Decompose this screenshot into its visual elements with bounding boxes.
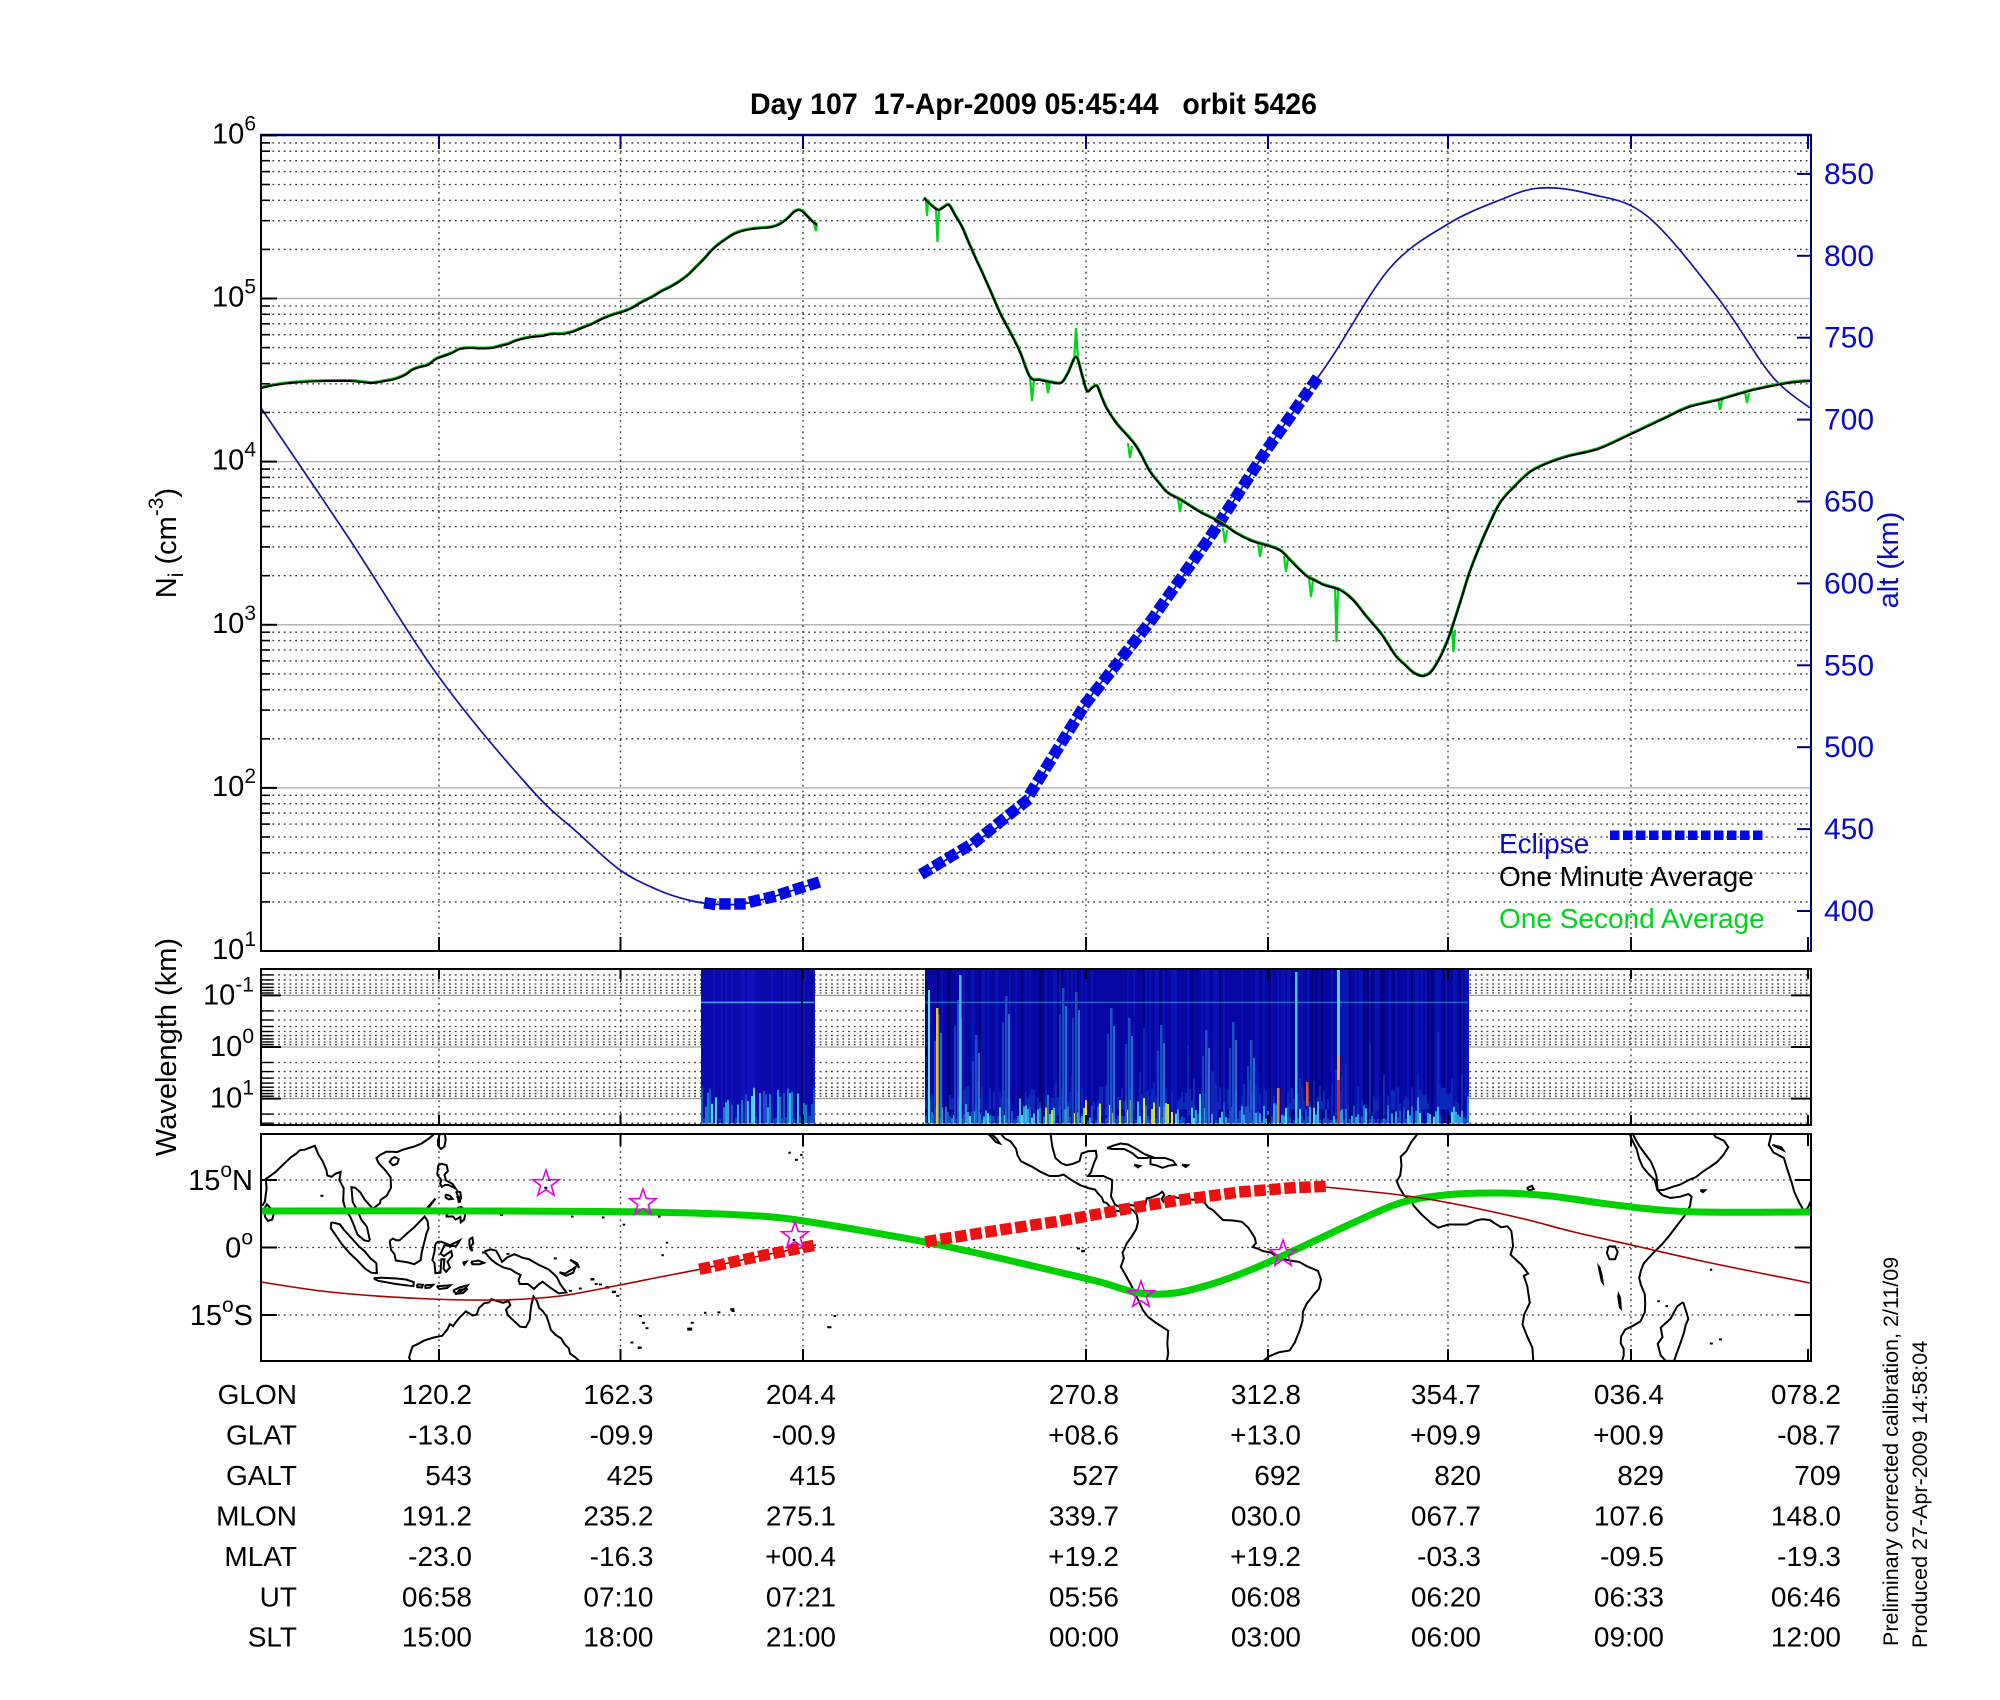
svg-text:-00.9: -00.9 (772, 1420, 836, 1451)
svg-text:Ni (cm-3): Ni (cm-3) (145, 488, 188, 598)
svg-text:Preliminary corrected calibrat: Preliminary corrected calibration, 2/11/… (1879, 1257, 1903, 1646)
svg-text:07:10: 07:10 (583, 1581, 653, 1612)
svg-text:03:00: 03:00 (1231, 1622, 1301, 1653)
svg-text:21:00: 21:00 (766, 1622, 836, 1653)
svg-text:829: 829 (1617, 1460, 1664, 1491)
svg-text:06:20: 06:20 (1411, 1581, 1481, 1612)
svg-text:650: 650 (1824, 486, 1874, 519)
svg-text:18:00: 18:00 (583, 1622, 653, 1653)
svg-text:GLON: GLON (218, 1379, 297, 1410)
svg-text:Eclipse: Eclipse (1499, 828, 1589, 859)
svg-text:850: 850 (1824, 158, 1874, 191)
svg-text:-16.3: -16.3 (590, 1541, 654, 1572)
svg-text:+09.9: +09.9 (1410, 1420, 1481, 1451)
svg-text:339.7: 339.7 (1049, 1500, 1119, 1531)
svg-text:-13.0: -13.0 (408, 1420, 472, 1451)
svg-text:06:00: 06:00 (1411, 1622, 1481, 1653)
svg-text:709: 709 (1794, 1460, 1841, 1491)
svg-text:750: 750 (1824, 322, 1874, 355)
svg-text:700: 700 (1824, 404, 1874, 437)
svg-text:550: 550 (1824, 649, 1874, 682)
svg-text:148.0: 148.0 (1771, 1500, 1841, 1531)
svg-text:One Second Average: One Second Average (1499, 903, 1765, 934)
svg-text:06:46: 06:46 (1771, 1581, 1841, 1612)
svg-text:06:08: 06:08 (1231, 1581, 1301, 1612)
svg-text:354.7: 354.7 (1411, 1379, 1481, 1410)
svg-text:15oN: 15oN (188, 1159, 253, 1197)
svg-text:191.2: 191.2 (402, 1500, 472, 1531)
svg-text:-08.7: -08.7 (1777, 1420, 1841, 1451)
svg-text:-23.0: -23.0 (408, 1541, 472, 1572)
svg-text:204.4: 204.4 (766, 1379, 836, 1410)
svg-text:One Minute Average: One Minute Average (1499, 861, 1754, 892)
svg-text:15oS: 15oS (190, 1294, 253, 1332)
svg-text:GLAT: GLAT (226, 1420, 297, 1451)
svg-text:078.2: 078.2 (1771, 1379, 1841, 1410)
svg-text:543: 543 (425, 1460, 472, 1491)
svg-text:527: 527 (1072, 1460, 1119, 1491)
svg-text:07:21: 07:21 (766, 1581, 836, 1612)
svg-text:+13.0: +13.0 (1230, 1420, 1301, 1451)
svg-text:Day 107 17-Apr-2009 05:45:44: Day 107 17-Apr-2009 05:45:44 orbit 5426 (750, 88, 1317, 121)
svg-text:05:56: 05:56 (1049, 1581, 1119, 1612)
svg-text:235.2: 235.2 (583, 1500, 653, 1531)
svg-text:+19.2: +19.2 (1048, 1541, 1119, 1572)
svg-text:12:00: 12:00 (1771, 1622, 1841, 1653)
svg-text:-19.3: -19.3 (1777, 1541, 1841, 1572)
svg-text:UT: UT (260, 1581, 297, 1612)
svg-text:MLAT: MLAT (224, 1541, 297, 1572)
svg-text:Produced 27-Apr-2009 14:58:04: Produced 27-Apr-2009 14:58:04 (1908, 1341, 1932, 1648)
svg-text:+08.6: +08.6 (1048, 1420, 1119, 1451)
svg-text:06:58: 06:58 (402, 1581, 472, 1612)
svg-text:SLT: SLT (248, 1622, 297, 1653)
svg-text:+00.9: +00.9 (1593, 1420, 1664, 1451)
svg-text:067.7: 067.7 (1411, 1500, 1481, 1531)
svg-text:09:00: 09:00 (1594, 1622, 1664, 1653)
svg-text:+19.2: +19.2 (1230, 1541, 1301, 1572)
svg-text:030.0: 030.0 (1231, 1500, 1301, 1531)
svg-text:800: 800 (1824, 240, 1874, 273)
svg-text:270.8: 270.8 (1049, 1379, 1119, 1410)
svg-text:GALT: GALT (226, 1460, 297, 1491)
svg-text:036.4: 036.4 (1594, 1379, 1664, 1410)
svg-text:600: 600 (1824, 567, 1874, 600)
svg-text:692: 692 (1254, 1460, 1301, 1491)
svg-text:120.2: 120.2 (402, 1379, 472, 1410)
svg-text:15:00: 15:00 (402, 1622, 472, 1653)
svg-text:500: 500 (1824, 731, 1874, 764)
svg-text:312.8: 312.8 (1231, 1379, 1301, 1410)
svg-text:425: 425 (607, 1460, 654, 1491)
svg-text:alt (km): alt (km) (1873, 512, 1905, 609)
svg-text:107.6: 107.6 (1594, 1500, 1664, 1531)
svg-text:400: 400 (1824, 895, 1874, 928)
svg-text:450: 450 (1824, 813, 1874, 846)
svg-text:820: 820 (1434, 1460, 1481, 1491)
svg-text:-03.3: -03.3 (1417, 1541, 1481, 1572)
svg-text:-09.9: -09.9 (590, 1420, 654, 1451)
svg-text:Wavelength (km): Wavelength (km) (151, 938, 183, 1156)
svg-text:+00.4: +00.4 (765, 1541, 836, 1572)
svg-text:162.3: 162.3 (583, 1379, 653, 1410)
svg-text:-09.5: -09.5 (1600, 1541, 1664, 1572)
svg-text:00:00: 00:00 (1049, 1622, 1119, 1653)
svg-text:MLON: MLON (216, 1500, 297, 1531)
svg-text:275.1: 275.1 (766, 1500, 836, 1531)
svg-text:415: 415 (789, 1460, 836, 1491)
svg-text:06:33: 06:33 (1594, 1581, 1664, 1612)
